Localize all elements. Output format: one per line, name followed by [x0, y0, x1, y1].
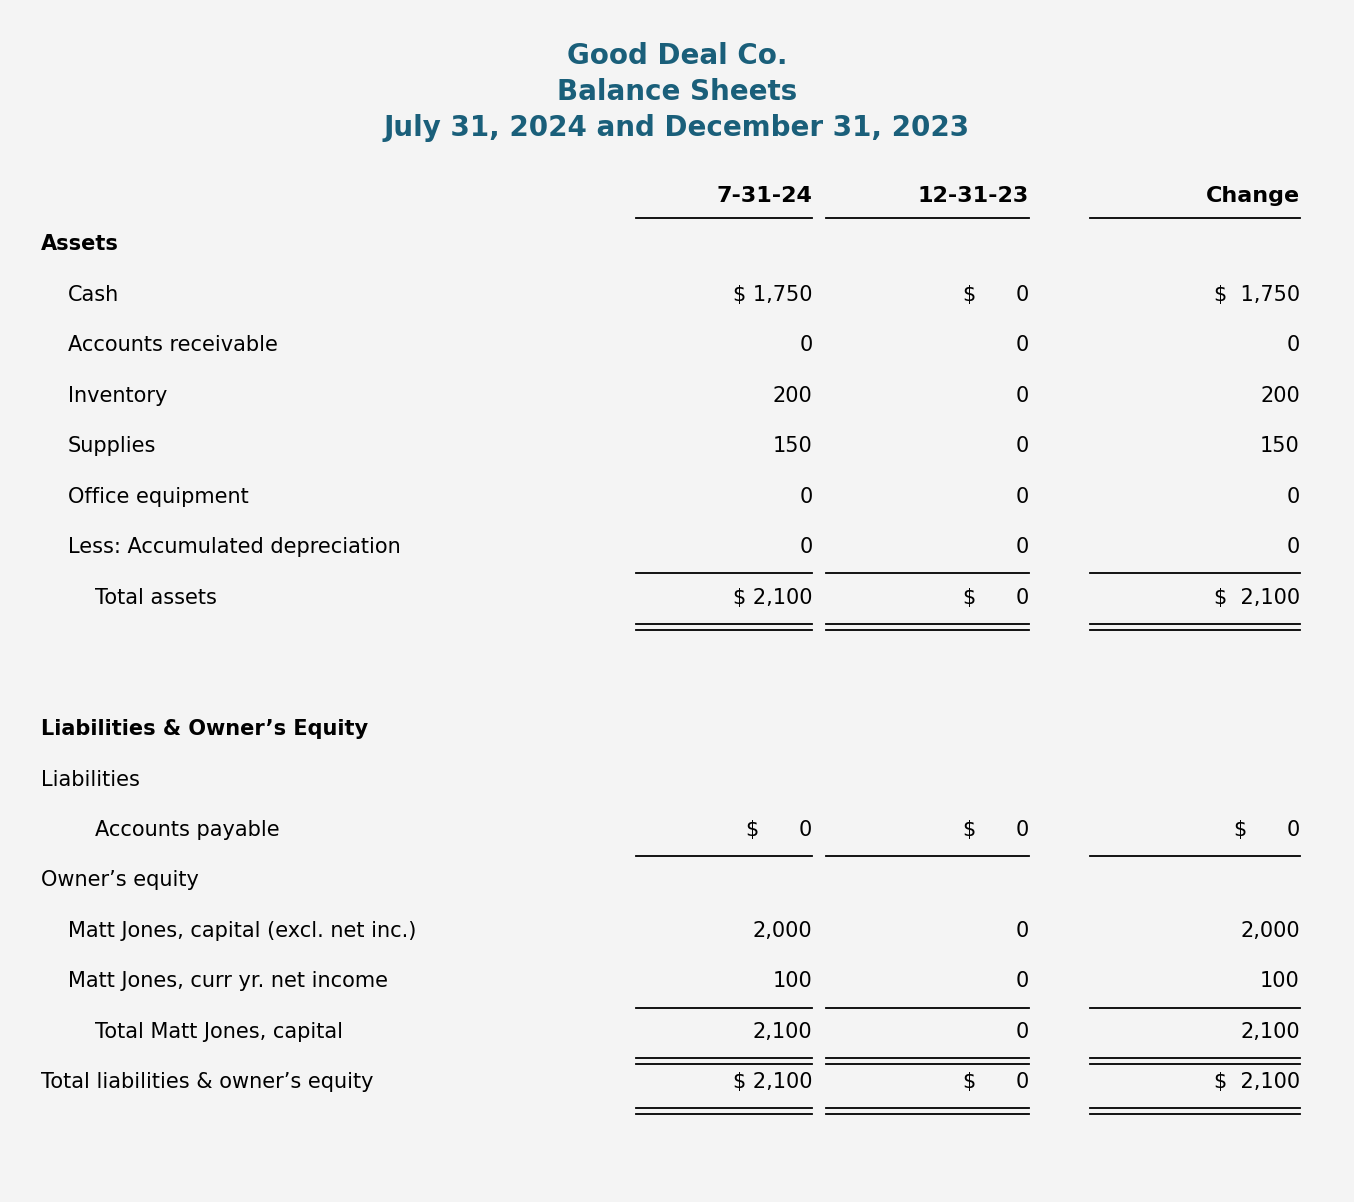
- Text: 0: 0: [1286, 537, 1300, 558]
- Text: 2,000: 2,000: [1240, 921, 1300, 941]
- Text: 2,000: 2,000: [753, 921, 812, 941]
- Text: Change: Change: [1205, 186, 1300, 207]
- Text: 0: 0: [1286, 487, 1300, 507]
- Text: $      0: $ 0: [963, 1072, 1029, 1093]
- Text: 0: 0: [1016, 335, 1029, 356]
- Text: Owner’s equity: Owner’s equity: [41, 870, 199, 891]
- Text: 0: 0: [1016, 971, 1029, 992]
- Text: 0: 0: [799, 537, 812, 558]
- Text: 0: 0: [1016, 436, 1029, 457]
- Text: 200: 200: [1261, 386, 1300, 406]
- Text: 0: 0: [1016, 537, 1029, 558]
- Text: Liabilities: Liabilities: [41, 769, 139, 790]
- Text: Assets: Assets: [41, 234, 119, 255]
- Text: 12-31-23: 12-31-23: [918, 186, 1029, 207]
- Text: $ 1,750: $ 1,750: [733, 285, 812, 305]
- Text: Inventory: Inventory: [68, 386, 167, 406]
- Text: $      0: $ 0: [963, 588, 1029, 608]
- Text: Total Matt Jones, capital: Total Matt Jones, capital: [95, 1022, 343, 1042]
- Text: 2,100: 2,100: [1240, 1022, 1300, 1042]
- Text: 150: 150: [773, 436, 812, 457]
- Text: 0: 0: [1286, 335, 1300, 356]
- Text: 0: 0: [1016, 1022, 1029, 1042]
- Text: 100: 100: [773, 971, 812, 992]
- Text: Liabilities & Owner’s Equity: Liabilities & Owner’s Equity: [41, 719, 368, 739]
- Text: Total assets: Total assets: [95, 588, 217, 608]
- Text: $      0: $ 0: [963, 820, 1029, 840]
- Text: 0: 0: [1016, 487, 1029, 507]
- Text: Accounts payable: Accounts payable: [95, 820, 279, 840]
- Text: Total liabilities & owner’s equity: Total liabilities & owner’s equity: [41, 1072, 374, 1093]
- Text: $  1,750: $ 1,750: [1213, 285, 1300, 305]
- Text: Matt Jones, capital (excl. net inc.): Matt Jones, capital (excl. net inc.): [68, 921, 416, 941]
- Text: Office equipment: Office equipment: [68, 487, 248, 507]
- Text: 2,100: 2,100: [753, 1022, 812, 1042]
- Text: 0: 0: [1016, 386, 1029, 406]
- Text: $      0: $ 0: [963, 285, 1029, 305]
- Text: Matt Jones, curr yr. net income: Matt Jones, curr yr. net income: [68, 971, 387, 992]
- Text: $  2,100: $ 2,100: [1213, 588, 1300, 608]
- Text: 0: 0: [799, 335, 812, 356]
- Text: $      0: $ 0: [746, 820, 812, 840]
- Text: $  2,100: $ 2,100: [1213, 1072, 1300, 1093]
- Text: 0: 0: [1016, 921, 1029, 941]
- Text: 0: 0: [799, 487, 812, 507]
- Text: 200: 200: [773, 386, 812, 406]
- Text: Accounts receivable: Accounts receivable: [68, 335, 278, 356]
- Text: Good Deal Co.: Good Deal Co.: [567, 42, 787, 70]
- Text: 150: 150: [1261, 436, 1300, 457]
- Text: Balance Sheets: Balance Sheets: [556, 78, 798, 106]
- Text: 100: 100: [1261, 971, 1300, 992]
- Text: 7-31-24: 7-31-24: [716, 186, 812, 207]
- Text: $      0: $ 0: [1233, 820, 1300, 840]
- Text: Less: Accumulated depreciation: Less: Accumulated depreciation: [68, 537, 401, 558]
- Text: Cash: Cash: [68, 285, 119, 305]
- Text: $ 2,100: $ 2,100: [733, 588, 812, 608]
- Text: Supplies: Supplies: [68, 436, 156, 457]
- Text: $ 2,100: $ 2,100: [733, 1072, 812, 1093]
- Text: July 31, 2024 and December 31, 2023: July 31, 2024 and December 31, 2023: [385, 114, 969, 142]
